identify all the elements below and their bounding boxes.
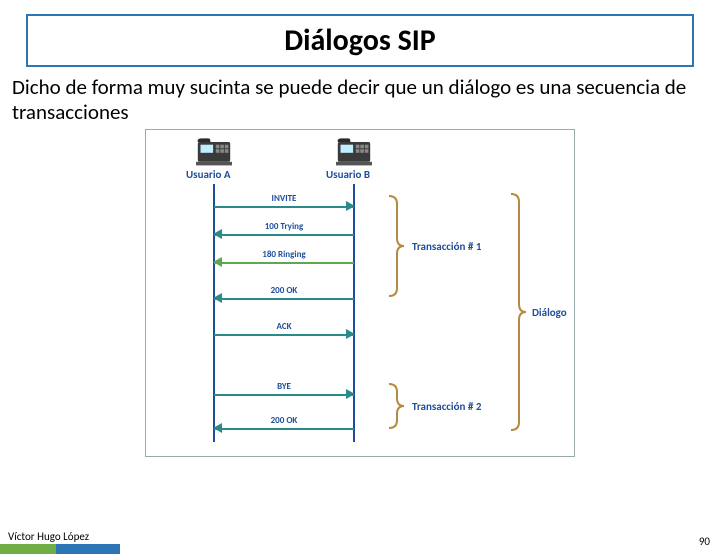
message-label: 200 OK (214, 285, 354, 296)
message-label: ACK (214, 321, 354, 332)
brace-label: Diálogo (532, 306, 567, 319)
message-label: 180 Ringing (214, 249, 354, 260)
message-label: 200 OK (214, 415, 354, 426)
message-arrow: 200 OK (214, 288, 354, 302)
slide-title: Diálogos SIP (28, 22, 692, 59)
message-label: BYE (214, 381, 354, 392)
footer-accent-bar-2 (0, 544, 56, 554)
footer-author: Víctor Hugo López (8, 530, 89, 543)
sequence-diagram: Usuario A Usuario B INVITE 100 Trying 180 Ri… (145, 129, 575, 457)
message-label: INVITE (214, 193, 354, 204)
message-arrow: 100 Trying (214, 224, 354, 238)
brace-icon (386, 194, 406, 298)
user-label: Usuario A (186, 168, 231, 181)
brace-icon (386, 382, 406, 430)
phone-icon (196, 136, 232, 166)
message-arrow: 200 OK (214, 418, 354, 432)
slide-footer: Víctor Hugo López 90 (0, 530, 720, 554)
brace-icon (508, 192, 528, 432)
phone-icon (336, 136, 372, 166)
message-arrow: INVITE (214, 196, 354, 210)
user-label: Usuario B (326, 168, 370, 181)
brace-label: Transacción # 1 (412, 240, 481, 253)
message-arrow: BYE (214, 384, 354, 398)
message-arrow: ACK (214, 324, 354, 338)
footer-page-number: 90 (699, 535, 710, 548)
brace-label: Transacción # 2 (412, 400, 481, 413)
slide-body-text: Dicho de forma muy sucinta se puede deci… (12, 75, 700, 125)
message-arrow: 180 Ringing (214, 252, 354, 266)
message-label: 100 Trying (214, 221, 354, 232)
slide-title-box: Diálogos SIP (26, 14, 694, 67)
